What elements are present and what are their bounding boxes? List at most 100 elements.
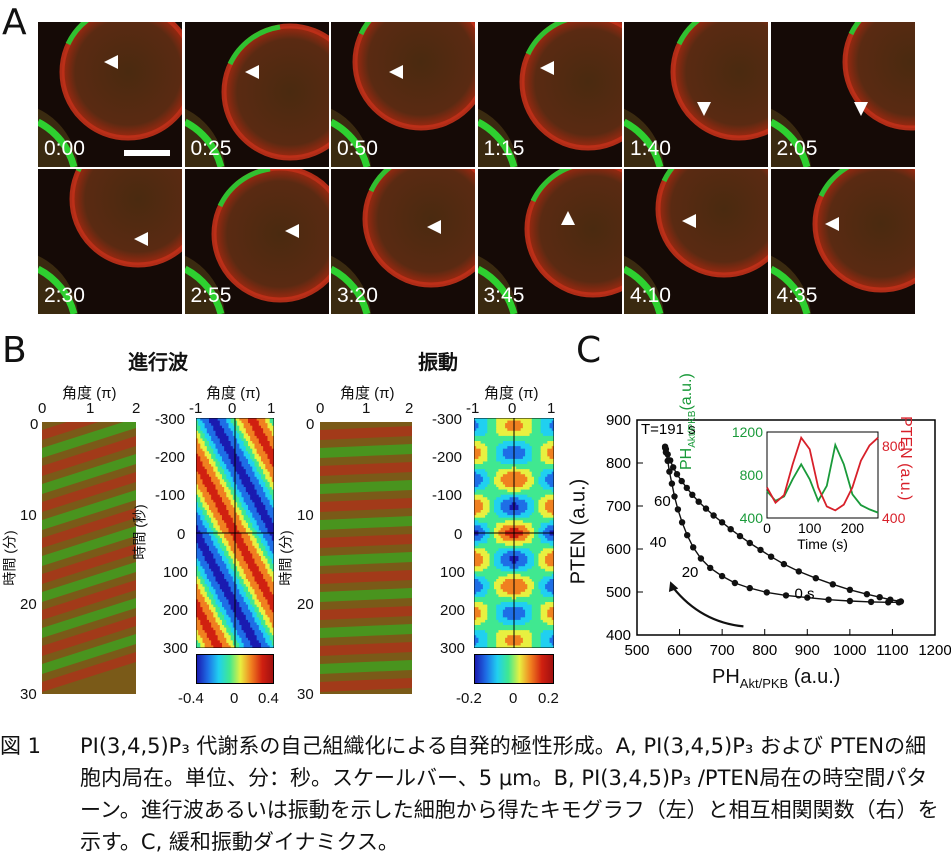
correlation-cell	[196, 571, 199, 575]
correlation-cell	[265, 479, 269, 483]
correlation-cell	[213, 632, 217, 636]
correlation-cell	[487, 433, 491, 437]
correlation-cell	[222, 507, 225, 511]
correlation-cell	[232, 458, 236, 463]
correlation-cell	[206, 617, 210, 621]
correlation-cell	[261, 471, 264, 475]
correlation-cell	[226, 550, 230, 555]
correlation-cell	[509, 446, 513, 450]
correlation-cell	[476, 522, 480, 526]
correlation-cell	[254, 456, 258, 460]
correlation-cell	[226, 530, 230, 534]
correlation-cell	[198, 632, 201, 636]
correlation-cell	[258, 571, 262, 575]
correlation-cell	[507, 602, 511, 606]
correlation-cell	[507, 607, 511, 611]
correlation-cell	[239, 625, 243, 629]
correlation-cell	[219, 561, 223, 565]
correlation-cell	[500, 423, 504, 427]
correlation-cell	[474, 453, 477, 457]
correlation-cell	[248, 545, 251, 549]
correlation-cell	[271, 617, 274, 621]
correlation-cell	[219, 469, 223, 473]
correlation-cell	[215, 599, 219, 603]
correlation-cell	[511, 589, 515, 593]
correlation-cell	[514, 469, 517, 473]
correlation-cell	[211, 456, 214, 460]
correlation-cell	[243, 632, 247, 636]
correlation-cell	[224, 448, 227, 452]
correlation-cell	[230, 446, 234, 450]
correlation-cell	[204, 515, 208, 519]
correlation-cell	[198, 599, 201, 603]
correlation-cell	[509, 512, 513, 516]
correlation-cell	[198, 553, 201, 557]
correlation-cell	[261, 556, 264, 560]
correlation-cell	[209, 420, 212, 424]
correlation-cell	[239, 584, 243, 588]
correlation-cell	[509, 466, 513, 470]
correlation-cell	[250, 545, 253, 549]
cell-image	[477, 169, 622, 314]
correlation-cell	[196, 425, 199, 429]
correlation-cell	[498, 430, 502, 434]
correlation-cell	[196, 502, 199, 506]
correlation-cell	[482, 627, 486, 631]
correlation-cell	[507, 497, 511, 501]
correlation-cell	[252, 533, 256, 537]
correlation-cell	[487, 474, 491, 478]
correlation-cell	[198, 471, 201, 475]
correlation-cell	[213, 579, 217, 583]
correlation-cell	[200, 566, 204, 570]
correlation-cell	[239, 443, 243, 447]
correlation-cell	[267, 461, 271, 465]
correlation-cell	[261, 604, 264, 608]
correlation-cell	[498, 512, 502, 516]
correlation-cell	[256, 635, 260, 639]
correlation-cell	[248, 504, 251, 509]
correlation-cell	[239, 504, 243, 509]
correlation-cell	[480, 622, 484, 626]
correlation-cell	[250, 517, 253, 521]
correlation-cell	[224, 581, 227, 585]
correlation-cell	[487, 425, 491, 429]
correlation-cell	[271, 464, 274, 468]
correlation-cell	[256, 645, 260, 648]
correlation-cell	[239, 502, 243, 506]
correlation-cell	[511, 418, 515, 422]
correlation-cell	[230, 443, 234, 447]
correlation-cell	[250, 425, 253, 429]
correlation-cell	[206, 441, 210, 445]
correlation-cell	[500, 558, 504, 562]
correlation-cell	[265, 423, 269, 427]
correlation-cell	[215, 430, 219, 434]
correlation-cell	[491, 617, 495, 621]
correlation-cell	[224, 423, 227, 427]
correlation-cell	[254, 642, 258, 647]
correlation-cell	[252, 576, 256, 580]
correlation-cell	[202, 558, 206, 562]
correlation-cell	[478, 469, 482, 473]
correlation-cell	[494, 568, 497, 572]
correlation-cell	[200, 530, 204, 534]
correlation-cell	[496, 479, 500, 483]
correlation-cell	[509, 637, 513, 641]
correlation-cell	[476, 581, 480, 585]
correlation-cell	[474, 471, 477, 475]
correlation-cell	[248, 619, 251, 624]
correlation-cell	[196, 635, 199, 639]
correlation-cell	[196, 479, 199, 483]
correlation-cell	[222, 430, 225, 434]
correlation-cell	[482, 423, 486, 427]
correlation-cell	[498, 604, 502, 608]
correlation-cell	[498, 533, 502, 537]
correlation-cell	[245, 492, 249, 496]
correlation-cell	[491, 576, 495, 580]
correlation-cell	[267, 458, 271, 463]
correlation-cell	[480, 586, 484, 590]
correlation-cell	[217, 584, 221, 588]
correlation-cell	[243, 617, 247, 621]
correlation-cell	[511, 573, 515, 578]
correlation-cell	[261, 563, 264, 567]
correlation-cell	[224, 525, 227, 529]
